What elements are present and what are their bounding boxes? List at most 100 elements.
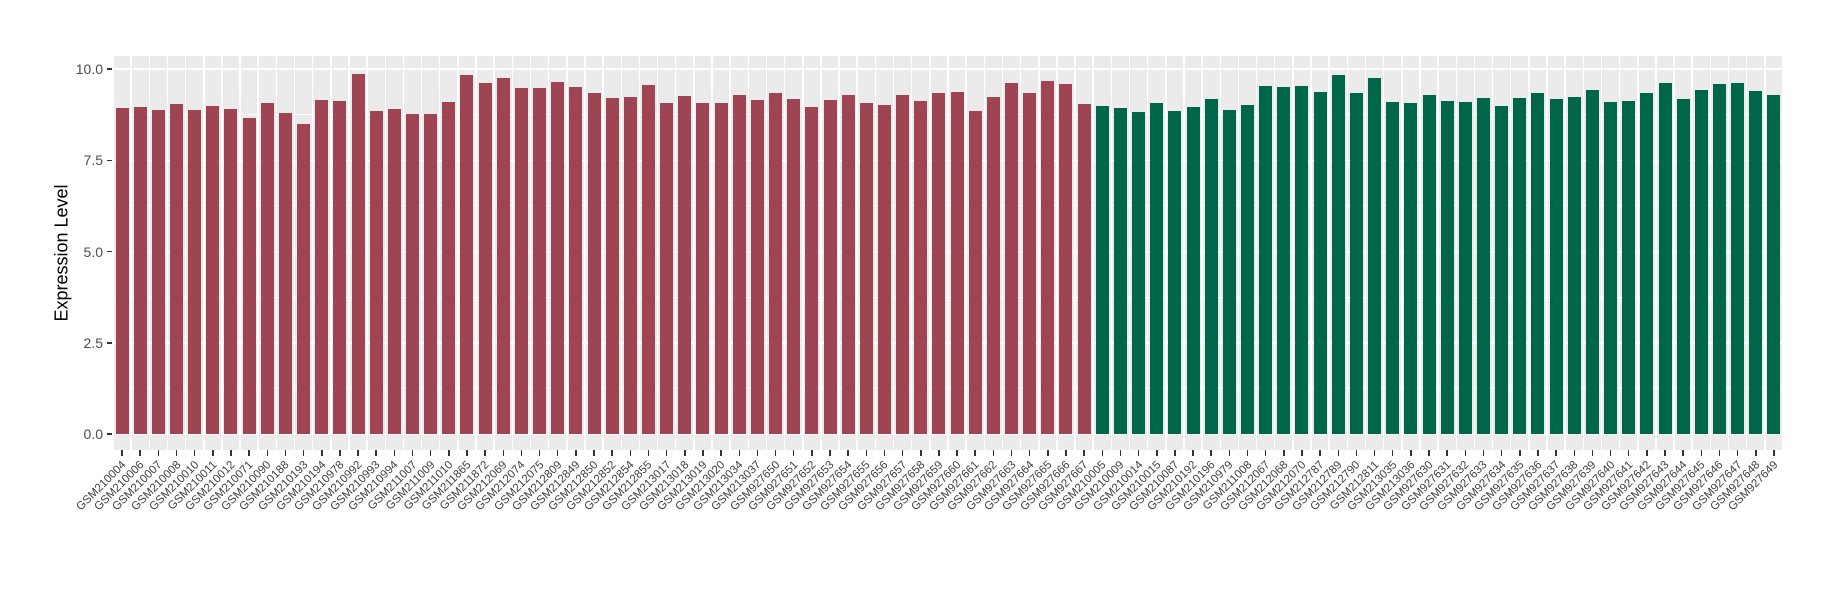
x-tick-mark [1156,450,1158,456]
bar [732,94,746,434]
bar [1712,84,1726,434]
y-tick-label: 0.0 [83,426,103,442]
bar [351,74,365,434]
bar [1204,99,1218,434]
vertical-gridline [1038,56,1040,450]
bar [678,96,692,434]
vertical-gridline [1056,56,1058,450]
vertical-gridline [1382,56,1385,450]
bar [950,91,964,434]
bar [1495,105,1509,434]
x-tick-mark [1627,450,1630,456]
bar [1132,111,1146,434]
x-tick-mark [266,450,269,456]
vertical-gridline [1709,56,1712,450]
x-tick-mark [466,450,468,456]
x-tick-mark [1428,450,1430,456]
vertical-gridline [584,56,586,450]
vertical-gridline [311,56,314,450]
bar [260,102,274,434]
vertical-gridline [330,56,332,450]
x-tick-mark [1682,450,1684,456]
x-tick-mark [1646,450,1648,456]
x-tick-mark [1246,450,1249,456]
vertical-gridline [747,56,750,450]
vertical-gridline [910,56,913,450]
bar [224,109,238,434]
x-tick-mark [157,450,160,456]
bar [1749,90,1763,434]
bar [1622,101,1636,434]
bar [605,98,619,434]
vertical-gridline [1509,56,1512,450]
bar [1349,92,1363,434]
bar [1005,83,1019,434]
vertical-gridline [1419,56,1421,450]
bar [478,83,492,434]
bar [387,109,401,434]
x-tick-mark [193,450,196,456]
bar [206,105,220,434]
x-tick-mark [375,450,377,456]
vertical-gridline [1455,56,1457,450]
minor-gridline [113,114,1783,116]
bar [569,86,583,434]
vertical-gridline [529,56,532,450]
x-tick-mark [1192,450,1194,456]
x-tick-mark [212,450,214,456]
vertical-gridline [1128,56,1131,450]
x-tick-mark [611,450,613,456]
x-tick-mark [1119,450,1122,456]
x-tick-mark [175,450,178,456]
vertical-gridline [547,56,550,450]
y-tick-mark [107,342,113,344]
x-tick-mark [1700,450,1703,456]
vertical-gridline [1782,56,1784,450]
x-tick-mark [1083,450,1085,456]
major-gridline [113,250,1783,253]
x-tick-mark [357,450,359,456]
bar [623,97,637,434]
bar [1658,82,1672,434]
vertical-gridline [765,56,768,450]
vertical-gridline [1310,56,1312,450]
x-tick-mark [774,450,777,456]
x-tick-mark [1355,450,1358,456]
x-tick-mark [339,450,341,456]
vertical-gridline [947,56,949,450]
x-tick-mark [1373,450,1376,456]
bar [1604,101,1618,434]
bar [1458,101,1472,434]
vertical-gridline [929,56,931,450]
x-tick-mark [883,450,886,456]
x-tick-mark [1047,450,1049,456]
bar [859,102,873,434]
vertical-gridline [1237,56,1240,450]
bar [1186,107,1200,434]
x-tick-mark [647,450,650,456]
minor-gridline [113,205,1783,207]
x-tick-mark [629,450,632,456]
bar [1368,78,1382,434]
vertical-gridline [148,56,151,450]
bar [1168,110,1182,434]
bar [986,97,1000,434]
vertical-gridline [1255,56,1258,450]
x-tick-mark [1028,450,1031,456]
bar [877,105,891,434]
x-tick-mark [1773,450,1775,456]
x-tick-mark [1537,450,1539,456]
x-tick-mark [1464,450,1467,456]
x-tick-mark [938,450,940,456]
x-tick-mark [139,450,141,456]
vertical-gridline [438,56,441,450]
bar [1422,94,1436,434]
vertical-gridline [384,56,387,450]
x-tick-mark [1174,450,1176,456]
x-tick-mark [956,450,958,456]
bar [587,92,601,434]
vertical-gridline [366,56,368,450]
x-tick-mark [1664,450,1666,456]
bar [1222,109,1236,434]
bar [805,106,819,434]
